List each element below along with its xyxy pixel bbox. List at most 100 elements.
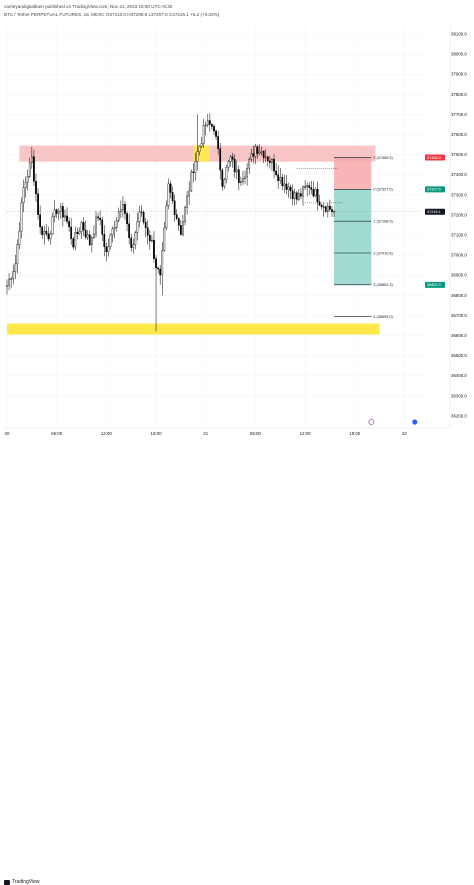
y-tick-label: 36300.0 xyxy=(451,393,467,398)
candle-body xyxy=(119,209,122,212)
y-tick-label: 37400.0 xyxy=(451,172,467,177)
candle-body xyxy=(194,161,197,173)
candle-body xyxy=(72,238,75,248)
candle-body xyxy=(293,192,296,199)
candle-body xyxy=(66,215,68,222)
candle-body xyxy=(26,176,29,183)
candle-body xyxy=(136,221,139,233)
candle-body xyxy=(43,231,46,235)
candle-body xyxy=(219,148,222,171)
y-tick-label: 37000.0 xyxy=(451,253,467,258)
candle-body xyxy=(126,213,128,225)
candle-body xyxy=(171,192,174,202)
candle-body xyxy=(45,231,48,234)
level-label: 3 (36852.3) xyxy=(373,283,393,287)
candle-body xyxy=(277,174,280,181)
price-tag-label: 36852.3 xyxy=(427,283,441,287)
flag-icon xyxy=(412,419,418,425)
candle-body xyxy=(190,171,193,192)
candle-body xyxy=(312,189,315,197)
chart-footer: TradingView xyxy=(0,439,474,885)
candle-body xyxy=(144,222,147,228)
candle-body xyxy=(182,221,184,235)
candle-body xyxy=(275,170,277,175)
candle-body xyxy=(107,246,110,253)
candle-body xyxy=(242,178,244,183)
x-tick-label: 12:00 xyxy=(300,431,312,436)
candle-body xyxy=(196,151,199,162)
y-tick-label: 38100.0 xyxy=(451,32,467,37)
candle-body xyxy=(254,146,257,157)
candle-body xyxy=(130,237,133,248)
candle-body xyxy=(155,258,157,269)
candle-body xyxy=(248,158,251,169)
level-label: 0 (37327.5) xyxy=(373,188,393,192)
candle-body xyxy=(204,124,207,127)
candle-body xyxy=(262,151,265,159)
candle-body xyxy=(16,244,19,265)
candle-body xyxy=(93,233,95,239)
candle-body xyxy=(184,207,186,222)
candle-body xyxy=(329,205,331,210)
candle-body xyxy=(279,177,282,181)
price-tag-sell xyxy=(425,154,445,161)
candle-body xyxy=(101,219,104,235)
candle-body xyxy=(47,233,50,240)
candle-body xyxy=(84,229,87,238)
candle-body xyxy=(95,216,97,235)
candle-body xyxy=(252,153,255,157)
candle-body xyxy=(82,222,85,231)
candle-body xyxy=(90,237,93,246)
candle-body xyxy=(246,168,248,178)
candle-body xyxy=(260,151,263,153)
candle-body xyxy=(140,211,143,213)
candle-body xyxy=(159,268,162,276)
candle-body xyxy=(306,185,309,188)
candle-body xyxy=(138,211,141,222)
candle-body xyxy=(68,221,70,228)
candle-body xyxy=(314,189,317,197)
candle-body xyxy=(97,216,99,219)
target-zone xyxy=(334,189,372,285)
candle-body xyxy=(39,214,41,228)
candle-body xyxy=(331,209,333,212)
tradingview-logo-icon xyxy=(4,879,10,885)
candle-body xyxy=(177,218,180,226)
candle-body xyxy=(20,202,23,232)
y-tick-label: 38000.0 xyxy=(451,52,467,57)
candle-body xyxy=(250,153,253,160)
candle-body xyxy=(117,211,120,221)
candle-body xyxy=(333,211,335,213)
candle-body xyxy=(28,162,31,177)
candle-body xyxy=(124,204,126,214)
candle-body xyxy=(165,205,168,229)
candle-body xyxy=(240,181,242,183)
candle-body xyxy=(86,234,89,238)
candle-body xyxy=(146,227,149,236)
candle-body xyxy=(163,227,166,251)
x-tick-label: 18:00 xyxy=(349,431,361,436)
candle-body xyxy=(142,211,145,223)
stop-zone xyxy=(334,157,372,190)
chart-header: carrieyandigitalbam published on Trading… xyxy=(0,0,474,24)
candle-body xyxy=(320,204,323,207)
candle-body xyxy=(12,271,15,280)
candle-body xyxy=(151,239,153,242)
candle-body xyxy=(80,222,83,232)
candle-body xyxy=(153,239,155,259)
candle-body xyxy=(70,226,73,239)
candle-body xyxy=(109,234,112,247)
price-chart[interactable]: 2 (37485.5) 0 (37327.5) 1 (37168.9) 2 (3701… xyxy=(0,0,474,448)
y-tick-label: 37700.0 xyxy=(451,112,467,117)
price-tag-buy xyxy=(425,281,445,288)
candle-body xyxy=(223,179,226,187)
candle-body xyxy=(22,187,25,204)
y-tick-label: 37600.0 xyxy=(451,132,467,137)
candle-body xyxy=(6,285,8,287)
candle-body xyxy=(175,214,178,219)
candle-body xyxy=(283,183,286,186)
candle-body xyxy=(64,215,66,218)
candle-body xyxy=(74,231,77,248)
candle-body xyxy=(202,125,205,144)
candle-body xyxy=(273,158,275,172)
